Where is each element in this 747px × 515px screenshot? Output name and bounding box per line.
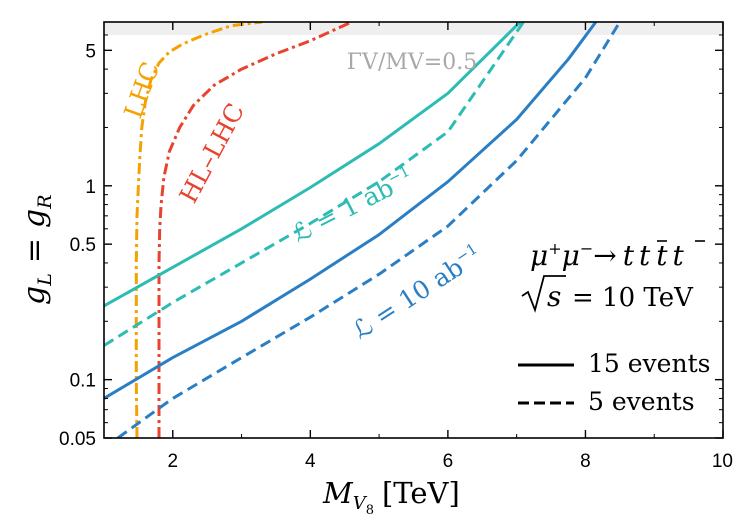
process-t2: t [639, 239, 651, 272]
process-plus: + [548, 239, 561, 258]
y-tick-label-4: 5 [85, 41, 96, 62]
series-line-1 [157, 22, 353, 438]
x-tick-label-3: 8 [580, 451, 591, 472]
x-axis-label-sub: V [353, 493, 368, 514]
y-axis-label-R: R [34, 194, 56, 209]
lumi-1-label: ℒ = 1 ab−1 [287, 162, 418, 249]
x-axis-label-M: M [322, 476, 354, 510]
lumi-10-label: ℒ = 10 ab−1 [347, 239, 487, 345]
width-limit-band [104, 22, 723, 35]
series-line-4 [104, 22, 598, 400]
x-tick-label-0: 2 [167, 451, 178, 472]
legend-dashed-label: 5 events [588, 387, 695, 416]
series-line-0 [134, 22, 263, 438]
y-axis-label: gL=gR [17, 194, 56, 305]
x-tick-label-1: 4 [305, 451, 316, 472]
sqrt-sign [521, 275, 566, 313]
x-axis-label-subsub: 8 [366, 503, 374, 515]
process-t1: t [623, 239, 635, 272]
x-tick-label-2: 6 [443, 451, 454, 472]
legend: 15 events 5 events [518, 349, 710, 416]
y-tick-label-2: 0.5 [70, 235, 96, 256]
band-label: ΓV/MV=0.5 [347, 50, 477, 75]
y-tick-label-3: 1 [85, 177, 96, 198]
process-label: μ+μ−→ t t t t [530, 239, 684, 272]
series-line-3 [104, 22, 525, 347]
y-axis-label-g1: g [17, 286, 52, 305]
y-tick-label-1: 0.1 [70, 371, 96, 392]
energy-rhs: = 10 TeV [572, 283, 694, 313]
y-axis-label-L: L [34, 273, 56, 287]
process-minus: − [580, 239, 593, 258]
series-line-5 [116, 22, 622, 438]
series-line-2 [104, 22, 522, 308]
x-axis-label-unit: [TeV] [382, 476, 460, 510]
legend-solid-label: 15 events [588, 349, 710, 378]
energy-lhs: s [547, 280, 561, 313]
y-tick-label-0: 0.05 [59, 429, 96, 450]
y-axis-label-eq: = [17, 238, 52, 263]
hl-lhc-label: HL–LHC [174, 98, 251, 207]
process-t3: t [656, 239, 668, 272]
x-axis-label: MV8 [TeV] [322, 476, 460, 515]
process-t4: t [672, 239, 684, 272]
lhc-label: LHC [118, 58, 165, 122]
plot-frame [103, 21, 724, 439]
process-mu1: μ [530, 239, 548, 272]
tick-layer: 2 4 6 8 10 0.05 0.1 0.5 1 5 [59, 22, 733, 472]
process-arrow: → [593, 239, 616, 272]
lumi-10-text: ℒ = 10 ab [347, 252, 468, 345]
lumi-1-text: ℒ = 1 ab [288, 173, 399, 249]
y-axis-label-g2: g [17, 209, 52, 228]
process-mu2: μ [562, 239, 580, 272]
x-tick-label-4: 10 [712, 451, 733, 472]
series-layer [104, 22, 622, 438]
